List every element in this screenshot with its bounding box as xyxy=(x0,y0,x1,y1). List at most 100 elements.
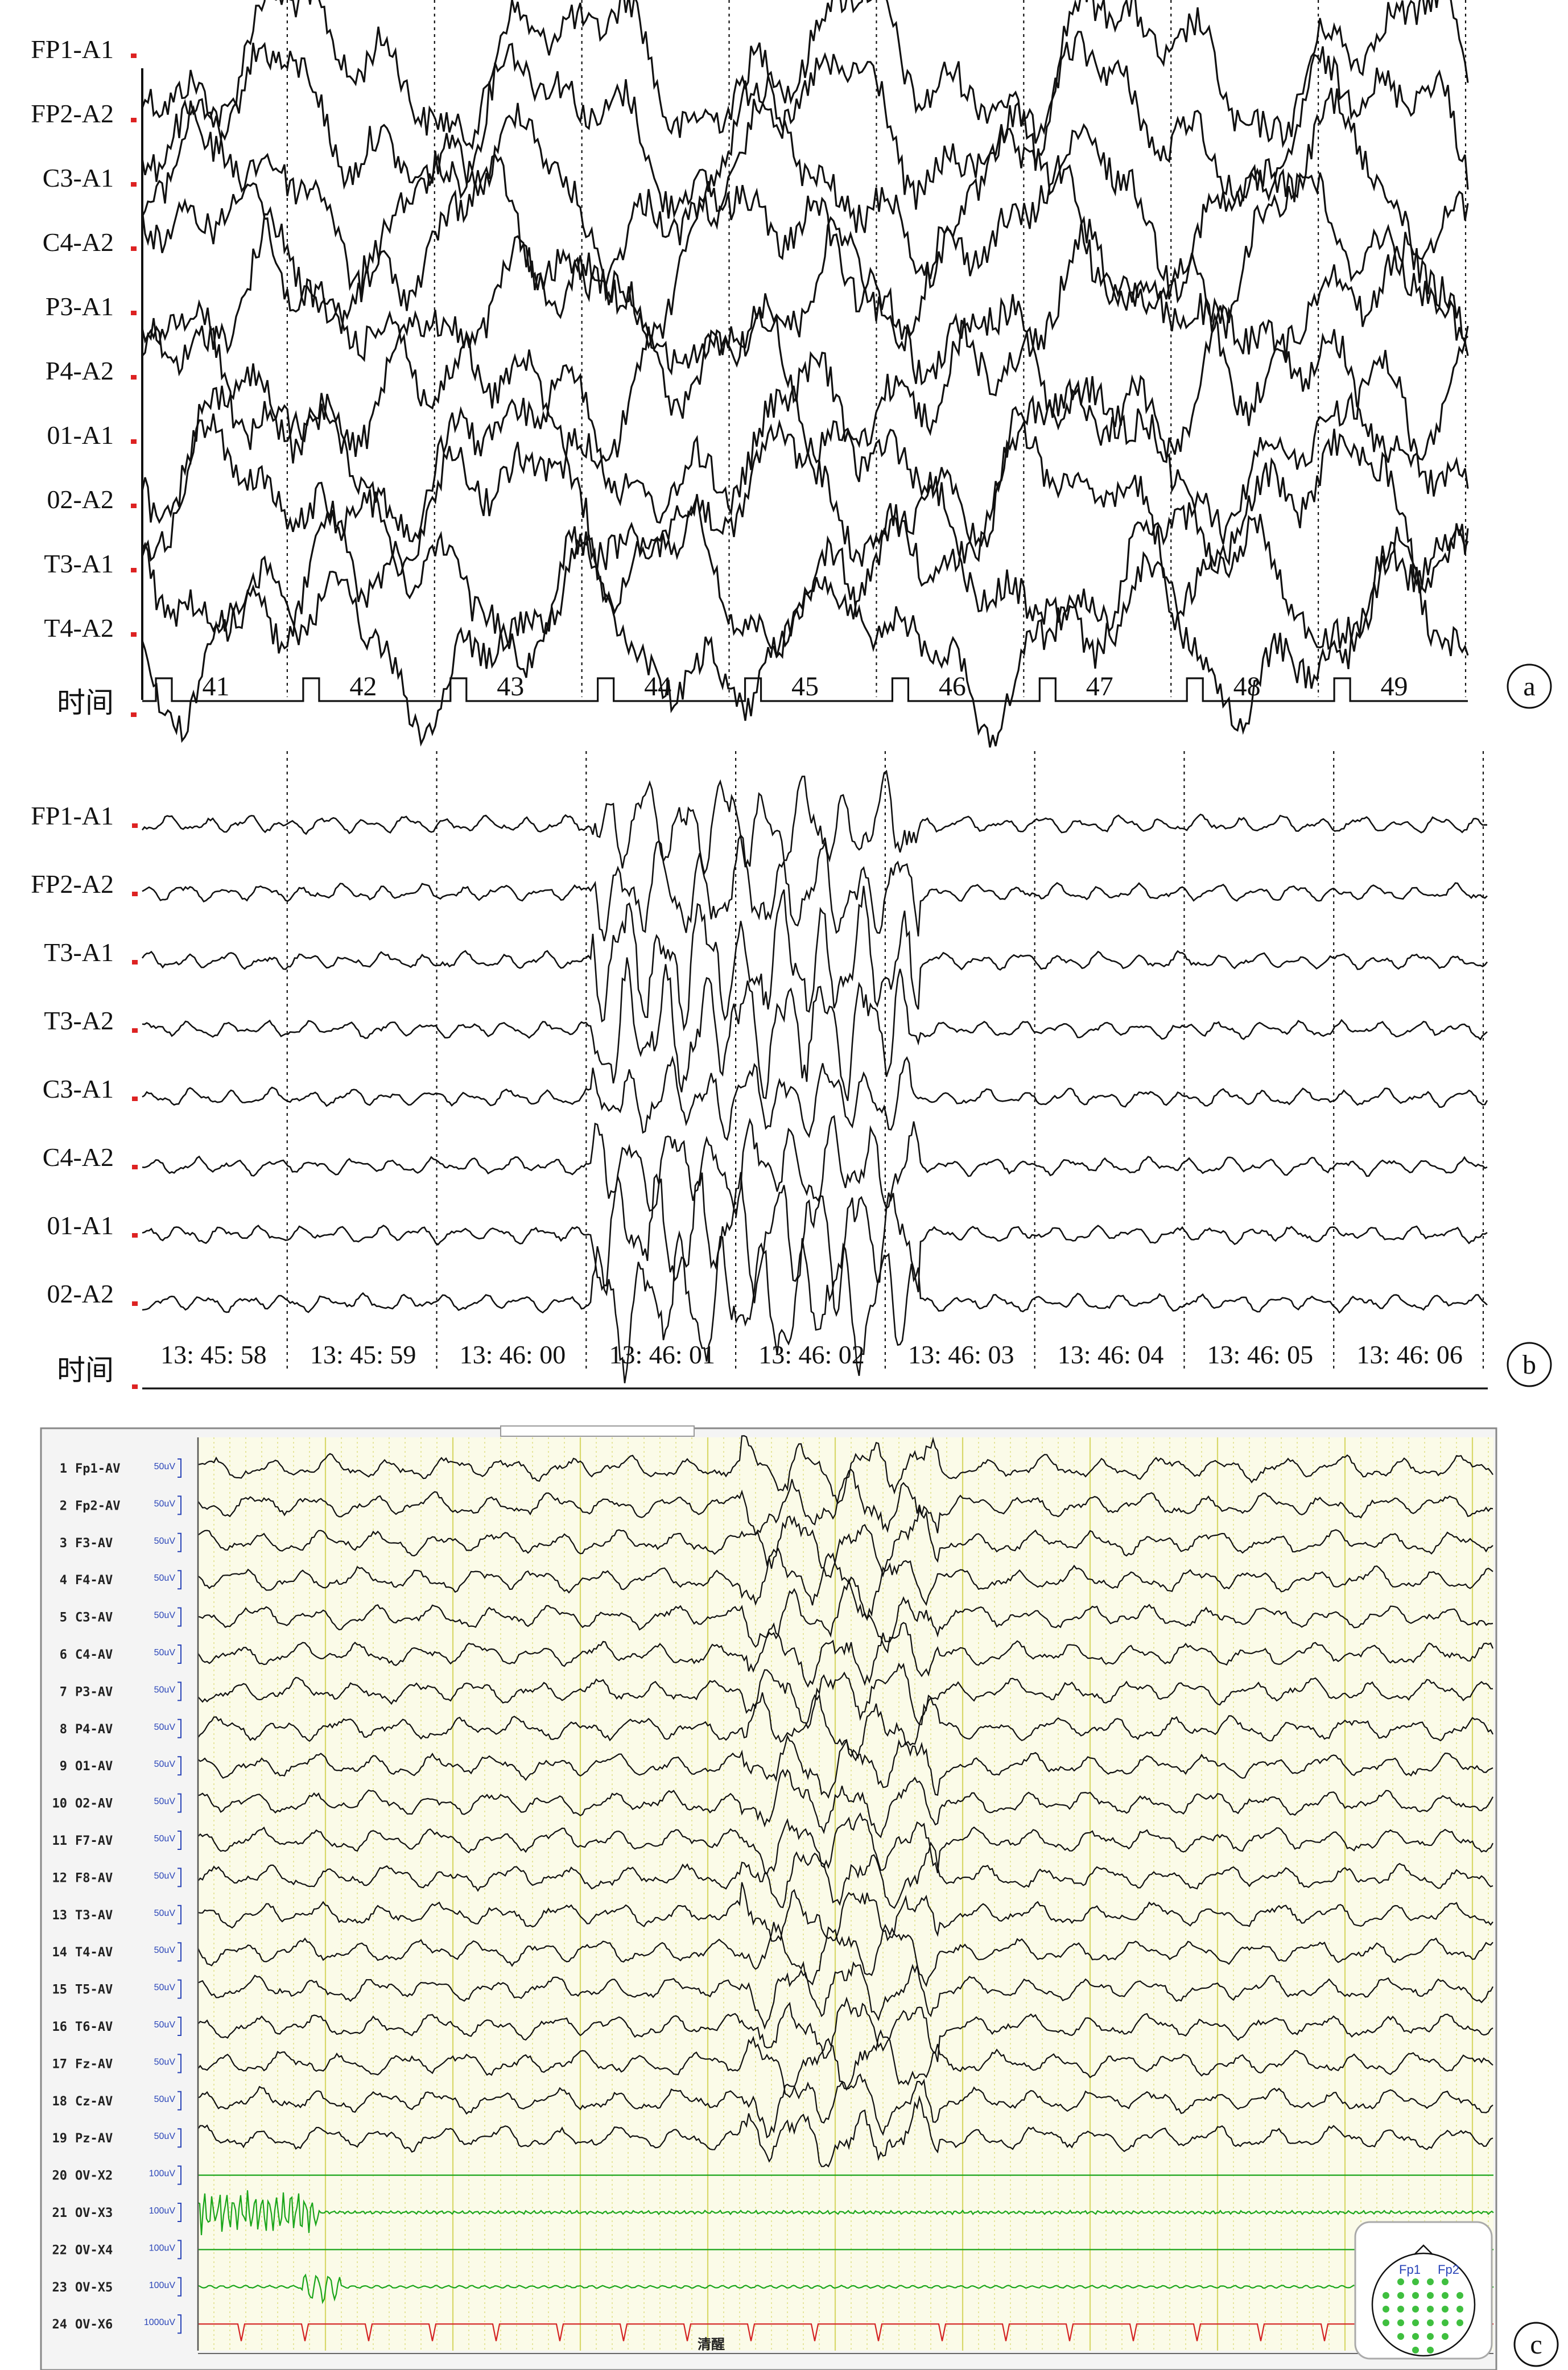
channel-scale: 50uV xyxy=(154,2095,176,2104)
channel-scale: 50uV xyxy=(154,2057,176,2067)
time-tick: 13: 45: 59 xyxy=(310,1340,416,1369)
channel-name: O2-AV xyxy=(75,1797,113,1811)
channel-number: 3 xyxy=(60,1536,67,1551)
eeg-trace xyxy=(197,1922,1493,1988)
channel-scale: 50uV xyxy=(154,1983,176,1993)
electrode-dot xyxy=(1412,2278,1419,2285)
channel-marker xyxy=(132,960,138,965)
channel-scale: 50uV xyxy=(154,1797,176,1807)
channel-number: 15 xyxy=(52,1983,68,1997)
electrode-dot xyxy=(1397,2319,1404,2326)
channel-scale: 100uV xyxy=(149,2281,176,2290)
channel-marker xyxy=(131,568,137,572)
channel-label: C4-A2 xyxy=(43,228,114,257)
channel-scale: 50uV xyxy=(154,1462,176,1472)
channel-number: 18 xyxy=(52,2095,68,2109)
channel-label: FP2-A2 xyxy=(31,99,114,128)
eeg-trace xyxy=(142,1172,1488,1317)
scale-bar xyxy=(178,1868,181,1887)
eeg-trace xyxy=(197,1961,1493,2030)
scale-bar xyxy=(178,1681,181,1701)
nose-icon xyxy=(1414,2244,1433,2255)
channel-name: T4-AV xyxy=(75,1946,113,1960)
channel-scale: 50uV xyxy=(154,1946,176,1955)
time-label: 时间 xyxy=(57,687,114,719)
panel-letter: c xyxy=(1530,2330,1542,2360)
time-tick: 13: 46: 03 xyxy=(908,1340,1014,1369)
channel-marker xyxy=(131,53,137,58)
electrode-dot xyxy=(1427,2333,1434,2340)
channel-number: 10 xyxy=(52,1797,68,1811)
channel-scale: 100uV xyxy=(149,2206,176,2216)
channel-name: F4-AV xyxy=(75,1573,113,1588)
eeg-trace xyxy=(197,2029,1493,2099)
time-tick: 42 xyxy=(349,671,377,702)
electrode-dot xyxy=(1442,2292,1449,2299)
eeg-trace xyxy=(197,1769,1493,1839)
eeg-trace xyxy=(197,1507,1493,1578)
top-tab xyxy=(500,1425,695,1437)
eeg-trace xyxy=(198,2323,1493,2342)
channel-label: T4-A2 xyxy=(44,613,114,642)
eeg-trace xyxy=(197,1841,1493,1909)
channel-label: C3-A1 xyxy=(43,163,114,192)
electrode-dot xyxy=(1397,2306,1404,2313)
channel-marker xyxy=(131,439,137,444)
channel-number: 21 xyxy=(52,2206,68,2220)
electrode-dot xyxy=(1427,2347,1434,2353)
electrode-dot xyxy=(1412,2292,1419,2299)
channel-scale: 50uV xyxy=(154,1573,176,1583)
channel-scale: 50uV xyxy=(154,2020,176,2030)
channel-scale: 100uV xyxy=(149,2243,176,2253)
eeg-trace xyxy=(142,1115,1488,1218)
channel-name: F8-AV xyxy=(75,1871,113,1885)
channel-number: 23 xyxy=(52,2281,68,2295)
time-tick: 13: 46: 02 xyxy=(758,1340,865,1369)
channel-name: O1-AV xyxy=(75,1759,113,1774)
channel-name: T5-AV xyxy=(75,1983,113,1997)
channel-marker xyxy=(132,1028,138,1033)
scale-bar xyxy=(178,1942,181,1962)
channel-marker xyxy=(131,311,137,315)
channel-name: Fz-AV xyxy=(75,2057,113,2071)
channel-label: 02-A2 xyxy=(47,1279,114,1308)
time-tick: 46 xyxy=(939,671,966,702)
channel-name: OV-X3 xyxy=(75,2206,113,2220)
scale-bar xyxy=(178,2165,181,2185)
electrode-dot xyxy=(1456,2319,1463,2326)
channel-scale: 50uV xyxy=(154,1759,176,1769)
channel-number: 6 xyxy=(60,1648,67,1662)
electrode-dot xyxy=(1442,2278,1449,2285)
channel-number: 11 xyxy=(52,1834,68,1848)
channel-number: 7 xyxy=(60,1685,67,1699)
eeg-trace xyxy=(197,1882,1493,1942)
scale-bar xyxy=(178,1718,181,1738)
scale-bar xyxy=(178,1495,181,1515)
time-pulse-line xyxy=(142,677,1468,702)
time-label: 时间 xyxy=(57,1354,114,1386)
scale-bar xyxy=(178,2240,181,2260)
time-tick: 13: 46: 00 xyxy=(460,1340,566,1369)
eeg-trace xyxy=(141,206,1469,426)
electrode-label: Fp2 xyxy=(1438,2262,1459,2277)
electrode-dot xyxy=(1412,2347,1419,2353)
channel-label: 02-A2 xyxy=(47,485,114,514)
eeg-trace xyxy=(197,1692,1493,1759)
channel-label: C4-A2 xyxy=(43,1143,114,1172)
channel-scale: 50uV xyxy=(154,1685,176,1695)
electrode-dot xyxy=(1427,2292,1434,2299)
panel-letter: a xyxy=(1523,671,1535,702)
panel-letter-circle xyxy=(1507,663,1552,709)
scale-bar xyxy=(178,2203,181,2222)
channel-name: Pz-AV xyxy=(75,2132,113,2146)
time-tick: 45 xyxy=(791,671,819,702)
trace-grid-area xyxy=(198,1437,1493,2351)
panel-letter-circle xyxy=(1507,1342,1552,1387)
eeg-trace xyxy=(141,769,1488,876)
electrode-dot xyxy=(1383,2319,1389,2326)
channel-label: T3-A1 xyxy=(44,938,114,967)
channel-name: F7-AV xyxy=(75,1834,113,1848)
channel-scale: 50uV xyxy=(154,1648,176,1658)
panel-letter-circle xyxy=(1513,2322,1559,2367)
